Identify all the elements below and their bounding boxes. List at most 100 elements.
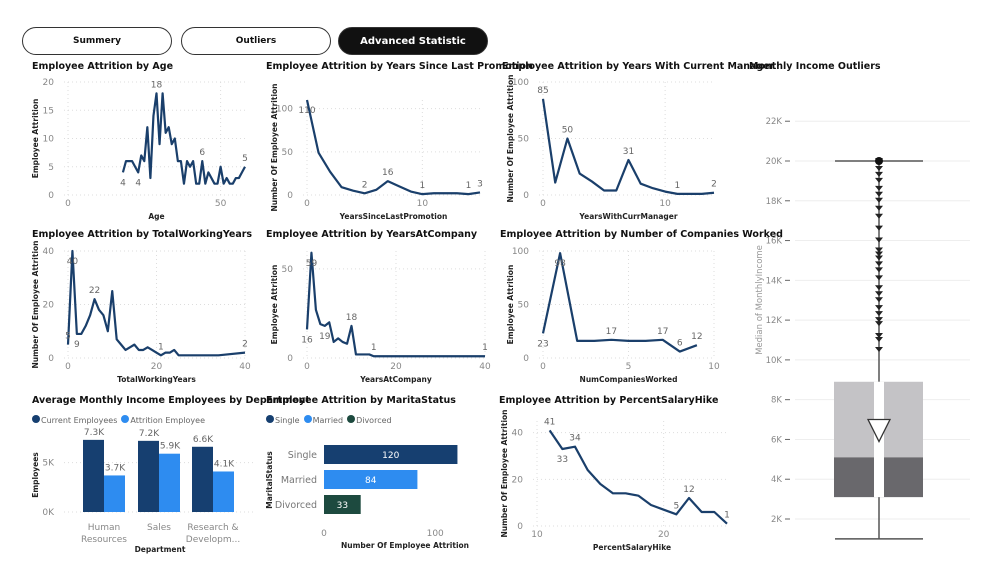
data-label: 1: [724, 511, 730, 521]
y-tick-label: 50: [518, 301, 530, 311]
x-axis-title: Number Of Employee Attrition: [341, 541, 469, 550]
outlier-marker: [875, 197, 883, 203]
data-label: 16: [382, 168, 394, 178]
legend-dot: [303, 415, 312, 423]
legend-label: Married: [312, 416, 344, 425]
y-tick-label: 0: [517, 522, 523, 532]
x-tick-label: 0: [540, 362, 546, 372]
data-label: 40: [67, 257, 79, 267]
data-label: 3: [477, 179, 483, 189]
y-tick-label: 100: [512, 247, 529, 257]
box-plot-income: 2K 4K 6K 8K 10K 12K 14K 16K 18K 20K 22K Median of M…: [755, 117, 970, 540]
x-axis-title: YearsAtCompany: [359, 375, 432, 384]
bar: [104, 475, 125, 512]
y-tick-label: 0: [48, 191, 54, 201]
bar: [192, 446, 213, 512]
legend-item-current: Current Employees: [32, 415, 117, 425]
series-line: [548, 429, 728, 525]
data-label: 84: [365, 476, 377, 486]
chart-title-manager: Employee Attrition by Years With Current…: [502, 61, 775, 72]
legend-label: Current Employees: [41, 416, 118, 425]
y-tick-label: Single: [288, 450, 317, 461]
y-tick-label: Married: [281, 475, 317, 486]
line-chart-age: 0 5 10 15 20 0 50 4 4 18 6 5 Age Employee Attrition: [31, 78, 248, 221]
data-label: 110: [298, 106, 315, 116]
chart-title-years-at-company: Employee Attrition by YearsAtCompany: [266, 229, 478, 240]
data-label: 59: [306, 259, 318, 269]
y-tick-label: 50: [518, 135, 530, 145]
max-point: [875, 157, 883, 165]
y-tick-label: 40: [43, 247, 55, 257]
bar: [213, 471, 234, 512]
y-axis-title: Number Of Employee Attrition: [500, 409, 509, 537]
data-label: 1: [482, 343, 488, 353]
y-tick-label: 20: [43, 301, 55, 311]
outlier-marker: [875, 305, 883, 311]
bar: [324, 445, 458, 464]
data-label: 2: [711, 180, 717, 190]
legend-dot: [347, 415, 356, 423]
chart-title-promotion: Employee Attrition by Years Since Last P…: [266, 61, 533, 72]
legend-department: Current Employees Attrition Employee: [32, 415, 205, 425]
data-label: 1: [419, 181, 425, 191]
chart-title-income: Monthly Income Outliers: [749, 61, 881, 72]
bar: [324, 470, 418, 489]
legend-marital: Single Married Divorced: [266, 415, 392, 425]
outlier-marker: [875, 165, 883, 171]
y-axis-title: Employee Attrition: [31, 99, 40, 179]
data-label: 1: [674, 181, 680, 191]
tab-summery[interactable]: Summery: [22, 27, 172, 55]
data-label: 33: [337, 501, 348, 511]
x-axis-title: Department: [135, 545, 186, 554]
data-label: 12: [691, 332, 702, 342]
x-tick-label: Research &: [187, 523, 238, 533]
x-tick-label: 100: [427, 529, 444, 539]
legend-label: Divorced: [356, 416, 392, 425]
data-label: 2: [242, 340, 248, 350]
chart-title-salary-hike: Employee Attrition by PercentSalaryHike: [499, 395, 719, 406]
data-label: 50: [562, 126, 574, 136]
data-label: 120: [382, 451, 399, 461]
data-label: 5: [242, 154, 248, 164]
y-tick-label: 100: [512, 78, 529, 88]
y-tick-label: 12K: [766, 316, 783, 326]
series-line: [66, 249, 246, 357]
x-axis-title: YearsSinceLastPromotion: [339, 212, 448, 221]
outlier-marker: [875, 297, 883, 303]
x-tick-label: 50: [215, 199, 227, 209]
data-label: 22: [89, 286, 100, 296]
x-tick-label: 10: [708, 362, 720, 372]
outlier-marker: [875, 213, 883, 219]
data-label: 4: [135, 178, 141, 188]
series-line: [541, 98, 715, 195]
tab-advanced-statistic[interactable]: Advanced Statistic: [338, 27, 488, 55]
data-label: 17: [606, 327, 617, 337]
outlier-marker: [875, 285, 883, 291]
y-axis-title: Employee Attrition: [506, 265, 515, 345]
data-label: 9: [74, 340, 80, 350]
x-tick-label: 40: [239, 362, 251, 372]
outlier-marker: [875, 291, 883, 297]
line-chart-ncw: 0 50 100 0 5 10 23 98 17 17 6 12 NumCompaniesWorked E…: [506, 247, 720, 384]
x-tick-label: Resources: [81, 535, 127, 545]
x-axis-title: TotalWorkingYears: [117, 375, 196, 384]
mean-marker-icon: [866, 418, 892, 443]
x-tick-label: 0: [65, 362, 71, 372]
y-tick-label: 16K: [766, 237, 783, 247]
data-label: 5.9K: [160, 442, 181, 452]
x-tick-label: 20: [151, 362, 163, 372]
y-tick-label: 8K: [771, 396, 782, 406]
data-label: 7.3K: [84, 428, 105, 438]
outlier-marker: [875, 171, 883, 177]
bar-chart-marital: 120 Single 84 Married 33 Divorced 0 100 Number O…: [265, 445, 469, 550]
outlier-marker: [875, 267, 883, 273]
outlier-marker: [875, 261, 883, 267]
data-label: 98: [554, 259, 566, 269]
series-line: [305, 251, 485, 358]
data-label: 33: [557, 455, 568, 465]
tab-outliers[interactable]: Outliers: [181, 27, 331, 55]
legend-item-married: Married: [303, 415, 344, 425]
x-tick-label: 5: [626, 362, 632, 372]
legend-label: Single: [275, 416, 300, 425]
